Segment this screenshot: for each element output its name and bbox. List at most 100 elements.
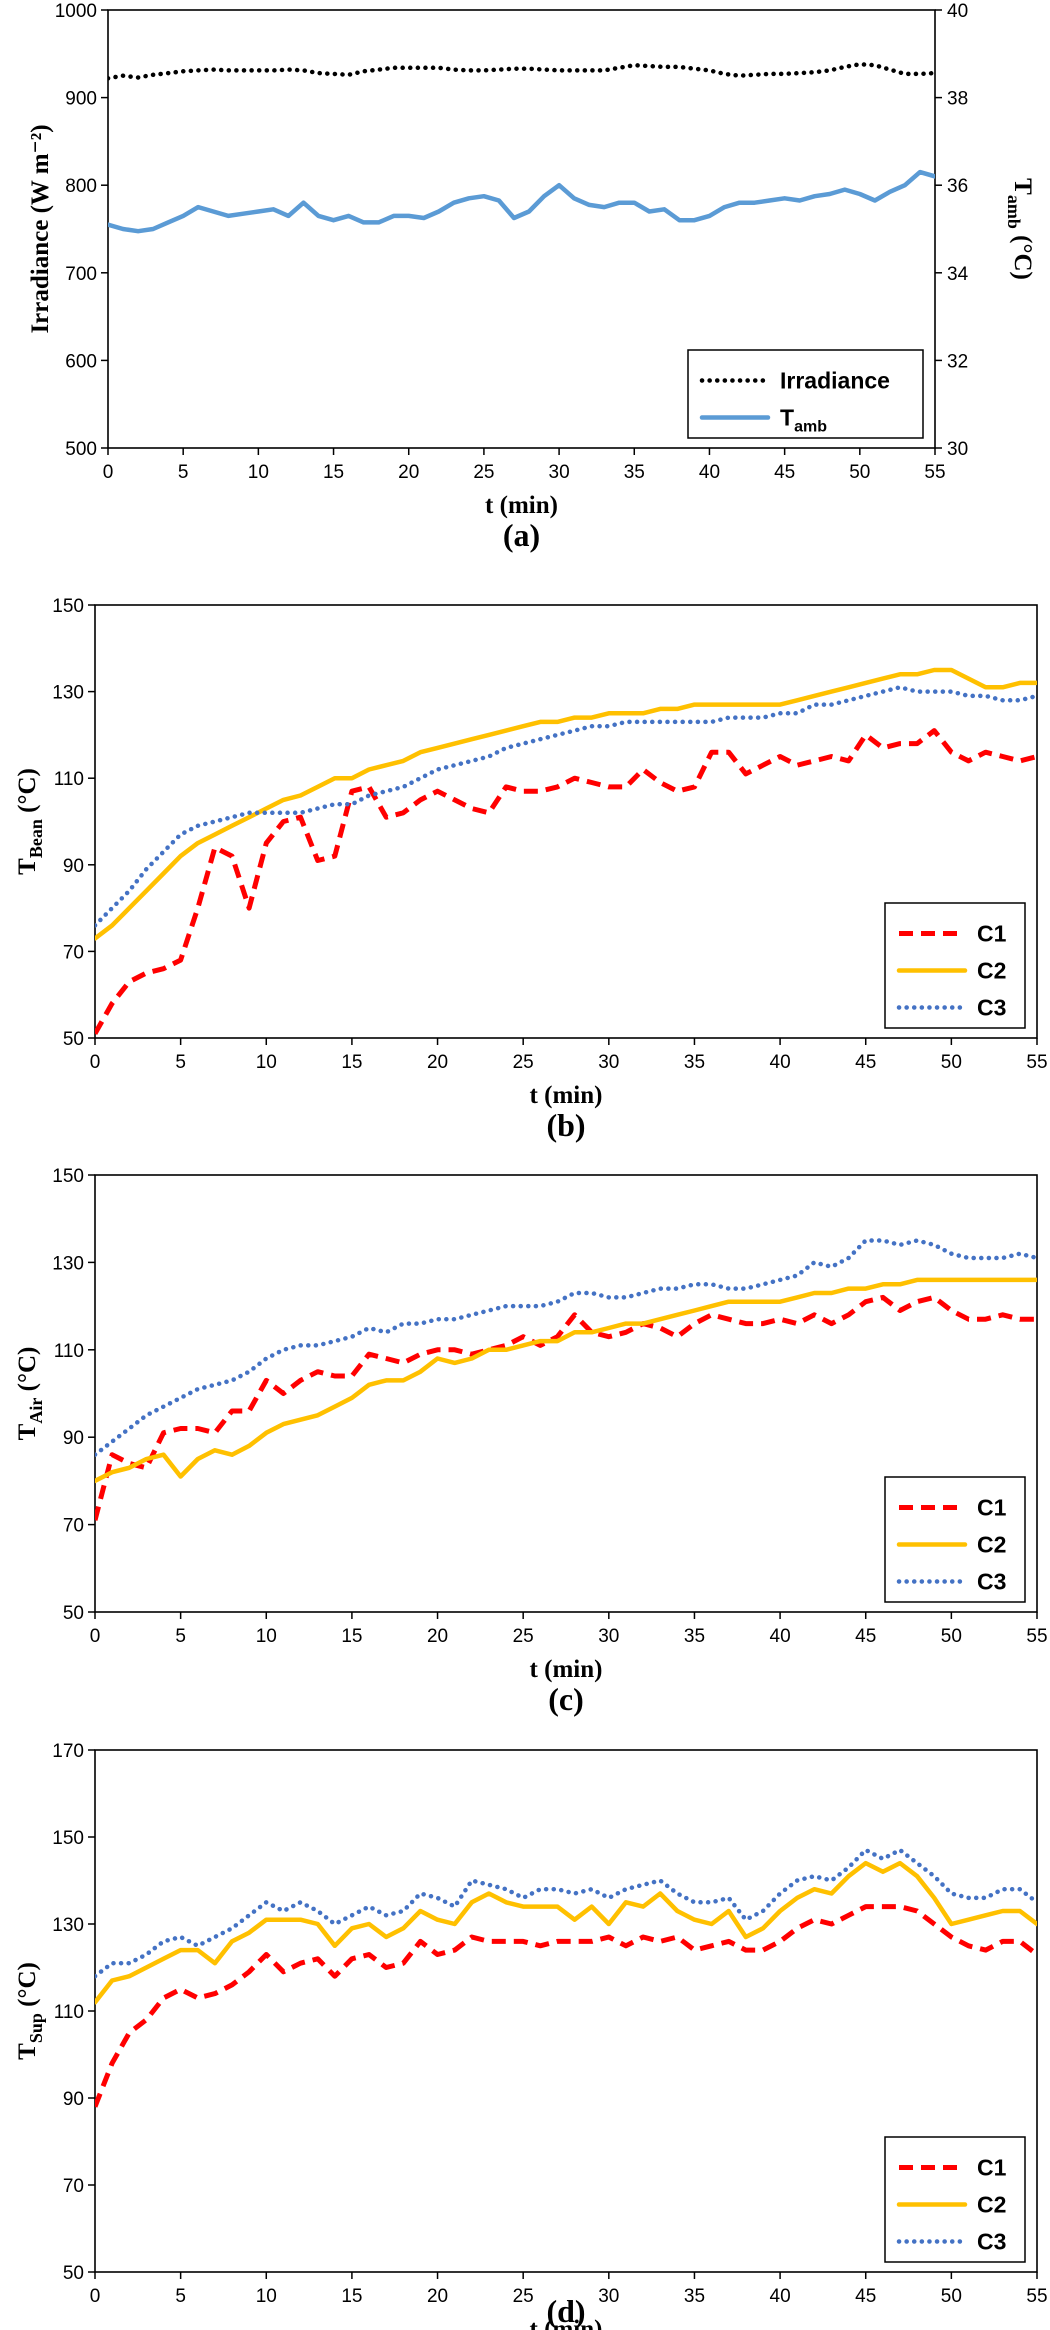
chart-panel-c: 50 70 90 110 130 150 0 5 10 15 20 25 30 35 40 45 50 55 t (… bbox=[14, 1166, 1048, 1717]
x-axis-label: t (min) bbox=[530, 1656, 603, 1683]
plot-area bbox=[94, 1174, 1038, 1613]
x-tick-label: 45 bbox=[855, 1626, 876, 1647]
y-tick-label: 90 bbox=[63, 2089, 84, 2110]
x-tick-label: 15 bbox=[323, 462, 344, 483]
y-tick-label: 50 bbox=[63, 1603, 84, 1624]
x-tick-label: 50 bbox=[849, 462, 870, 483]
y-tick-label: 130 bbox=[52, 683, 84, 704]
y-tick-label: 700 bbox=[65, 264, 97, 285]
y-tick-label: 600 bbox=[65, 351, 97, 372]
y-tick-label: 900 bbox=[65, 89, 97, 110]
series-line-c2 bbox=[95, 667, 1037, 941]
x-tick-label: 35 bbox=[684, 2286, 705, 2307]
x-tick-label: 55 bbox=[1026, 2286, 1047, 2307]
y-tick-label: 150 bbox=[52, 1828, 84, 1849]
x-tick-label: 50 bbox=[941, 1052, 962, 1073]
y-axis-label: TSup (°C) bbox=[14, 1962, 46, 2060]
label-part: (°C) bbox=[14, 768, 41, 819]
legend-box bbox=[687, 349, 924, 439]
y-tick-label: 170 bbox=[52, 1741, 84, 1762]
x-tick-label: 10 bbox=[256, 1626, 277, 1647]
panel-label: (c) bbox=[548, 1681, 584, 1717]
label-part: Irradiance bbox=[780, 368, 890, 394]
label-part: amb bbox=[794, 419, 827, 436]
label-part: T bbox=[14, 2043, 41, 2060]
x-tick-label: 35 bbox=[624, 462, 645, 483]
x-tick-label: 45 bbox=[855, 1052, 876, 1073]
x-tick-label: 40 bbox=[770, 1052, 791, 1073]
x-tick-label: 20 bbox=[398, 462, 419, 483]
series-line-c2 bbox=[95, 1277, 1037, 1484]
x-tick-label: 15 bbox=[341, 1052, 362, 1073]
x-tick-label: 30 bbox=[598, 1626, 619, 1647]
label-part: Bean bbox=[26, 819, 46, 858]
label-part: Sup bbox=[26, 2013, 46, 2043]
x-tick-label: 10 bbox=[256, 2286, 277, 2307]
x-tick-label: 30 bbox=[598, 2286, 619, 2307]
x-tick-label: 50 bbox=[941, 2286, 962, 2307]
y2-tick-label: 40 bbox=[947, 1, 968, 22]
y-tick-label: 150 bbox=[52, 1166, 84, 1187]
y-axis-label: TAir (°C) bbox=[14, 1347, 46, 1441]
y-tick-label: 110 bbox=[54, 1341, 84, 1362]
legend-label-c3: C3 bbox=[977, 2229, 1006, 2255]
label-part: amb bbox=[1004, 195, 1024, 229]
series-line-c3 bbox=[95, 1238, 1037, 1457]
x-axis-label: t (min) bbox=[530, 2316, 603, 2330]
y-tick-label: 800 bbox=[65, 176, 97, 197]
x-tick-label: 0 bbox=[90, 1052, 101, 1073]
x-tick-label: 15 bbox=[341, 1626, 362, 1647]
x-tick-label: 5 bbox=[175, 1052, 186, 1073]
x-tick-label: 5 bbox=[178, 462, 189, 483]
x-tick-label: 20 bbox=[427, 2286, 448, 2307]
y2-axis-label: Tamb (°C) bbox=[1004, 178, 1036, 280]
x-tick-label: 20 bbox=[427, 1052, 448, 1073]
legend-label-tamb: Tamb bbox=[780, 405, 827, 436]
x-axis-label: t (min) bbox=[485, 492, 558, 519]
y-tick-label: 1000 bbox=[55, 1, 97, 22]
x-tick-label: 25 bbox=[513, 1626, 534, 1647]
y-axis-label: Irradiance (W m⁻²) bbox=[27, 124, 54, 333]
x-tick-label: 0 bbox=[103, 462, 114, 483]
x-tick-label: 25 bbox=[473, 462, 494, 483]
x-tick-label: 40 bbox=[770, 2286, 791, 2307]
y-tick-label: 110 bbox=[54, 769, 84, 790]
y2-tick-label: 36 bbox=[947, 176, 968, 197]
legend-label-c2: C2 bbox=[977, 958, 1006, 984]
label-part: Irradiance (W m⁻²) bbox=[27, 124, 54, 333]
x-axis-label: t (min) bbox=[530, 1082, 603, 1109]
series-line-c3 bbox=[95, 1847, 1037, 1979]
y2-tick-label: 34 bbox=[947, 264, 969, 285]
plot-area bbox=[94, 1749, 1038, 2273]
y-tick-label: 130 bbox=[52, 1915, 84, 1936]
x-tick-label: 10 bbox=[248, 462, 269, 483]
y-tick-label: 150 bbox=[52, 596, 84, 617]
label-part: T bbox=[1009, 178, 1036, 195]
legend-box bbox=[884, 2136, 1026, 2263]
y-tick-label: 70 bbox=[63, 2176, 84, 2197]
x-tick-label: 45 bbox=[774, 462, 795, 483]
legend-label-c1: C1 bbox=[977, 1495, 1007, 1521]
x-tick-label: 0 bbox=[90, 2286, 101, 2307]
legend-label-irradiance: Irradiance bbox=[780, 368, 890, 394]
y-tick-label: 130 bbox=[52, 1253, 84, 1274]
y-tick-label: 110 bbox=[54, 2002, 84, 2023]
legend-label-c2: C2 bbox=[977, 2192, 1006, 2218]
x-tick-label: 5 bbox=[175, 2286, 186, 2307]
x-tick-label: 55 bbox=[924, 462, 945, 483]
chart-panel-d: 50 70 90 110 130 150 170 0 5 10 15 20 25 30 35 40 45 50 55… bbox=[14, 1741, 1048, 2330]
y-tick-label: 70 bbox=[63, 942, 84, 963]
label-part: T bbox=[780, 405, 794, 431]
y-tick-label: 90 bbox=[63, 1428, 84, 1449]
y-tick-label: 500 bbox=[65, 439, 97, 460]
x-tick-label: 10 bbox=[256, 1052, 277, 1073]
x-tick-label: 5 bbox=[175, 1626, 186, 1647]
series-line-c1 bbox=[95, 1294, 1037, 1521]
chart-panel-a: 500 600 700 800 900 1000 30 32 34 36 38 40 0 5 10 15 20 2… bbox=[27, 1, 1036, 553]
y-tick-label: 70 bbox=[63, 1516, 84, 1537]
x-tick-label: 20 bbox=[427, 1626, 448, 1647]
panel-label: (d) bbox=[546, 2293, 585, 2329]
y2-tick-label: 32 bbox=[947, 351, 968, 372]
label-part: (°C) bbox=[14, 1962, 41, 2013]
